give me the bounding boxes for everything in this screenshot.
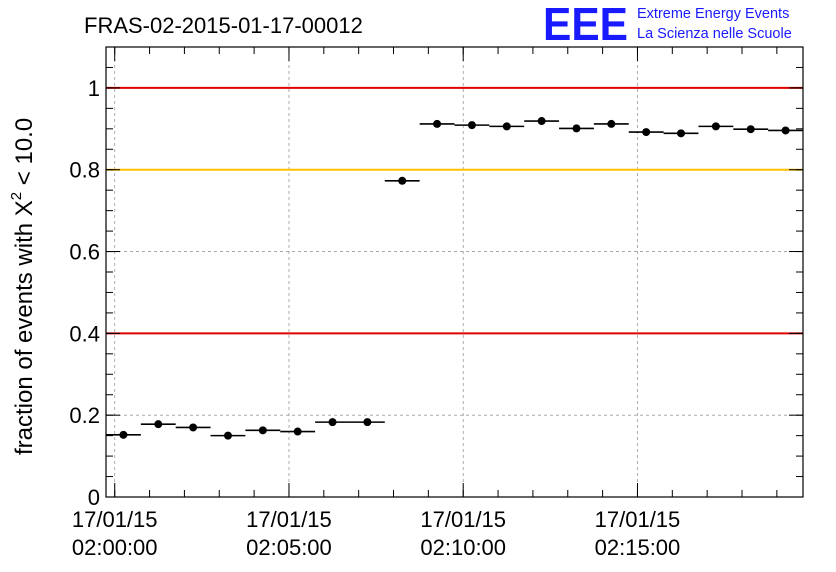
data-point (398, 176, 407, 185)
y-axis: 0 0.2 0.4 0.6 0.8 1 (69, 46, 803, 510)
y-axis-label-chi: X (11, 200, 38, 216)
y-axis-label-suffix: < 10.0 (11, 118, 38, 192)
data-point (467, 121, 476, 130)
data-point (433, 119, 442, 128)
eee-logo-line2: La Scienza nelle Scuole (637, 26, 792, 42)
data-point (328, 418, 337, 427)
data-point (746, 125, 755, 134)
y-tick-label: 0.2 (69, 403, 100, 428)
x-axis: 17/01/15 02:00:00 17/01/15 02:05:00 17/01/15… (72, 47, 778, 560)
data-point (607, 119, 616, 128)
data-point (189, 423, 198, 432)
eee-logo-letters: EEE (543, 0, 628, 50)
data-point (572, 124, 581, 133)
y-axis-label-sup: 2 (8, 192, 25, 200)
x-tick-label-date: 17/01/15 (420, 507, 506, 532)
x-tick-label-time: 02:00:00 (72, 535, 158, 560)
eee-logo: EEE Extreme Energy Events La Scienza nel… (543, 0, 792, 50)
data-points (106, 117, 803, 440)
x-tick-label-date: 17/01/15 (246, 507, 332, 532)
data-point (258, 426, 267, 435)
x-tick-label-time: 02:05:00 (246, 535, 332, 560)
x-tick-label-time: 02:15:00 (595, 535, 681, 560)
data-point (537, 117, 546, 126)
chart-title: FRAS-02-2015-01-17-00012 (84, 13, 363, 38)
y-tick-label: 0 (88, 485, 100, 510)
data-point (677, 129, 686, 138)
data-point (154, 420, 163, 429)
data-point (119, 430, 128, 439)
data-point (642, 128, 651, 137)
eee-logo-line1: Extreme Energy Events (637, 6, 789, 22)
y-tick-label: 0.4 (69, 321, 100, 346)
data-point (223, 431, 232, 440)
data-point (363, 418, 372, 427)
x-tick-label-time: 02:10:00 (420, 535, 506, 560)
x-tick-label-date: 17/01/15 (72, 507, 158, 532)
data-point (711, 122, 720, 131)
data-point (502, 122, 511, 131)
data-point (781, 126, 790, 135)
x-tick-label-date: 17/01/15 (595, 507, 681, 532)
y-tick-label: 1 (88, 76, 100, 101)
reference-lines (106, 86, 803, 335)
y-axis-label-prefix: fraction of events with (11, 216, 38, 455)
y-tick-label: 0.8 (69, 158, 100, 183)
y-axis-label: fraction of events with X2 < 10.0 (8, 118, 38, 455)
data-point (293, 427, 302, 436)
y-tick-label: 0.6 (69, 240, 100, 265)
